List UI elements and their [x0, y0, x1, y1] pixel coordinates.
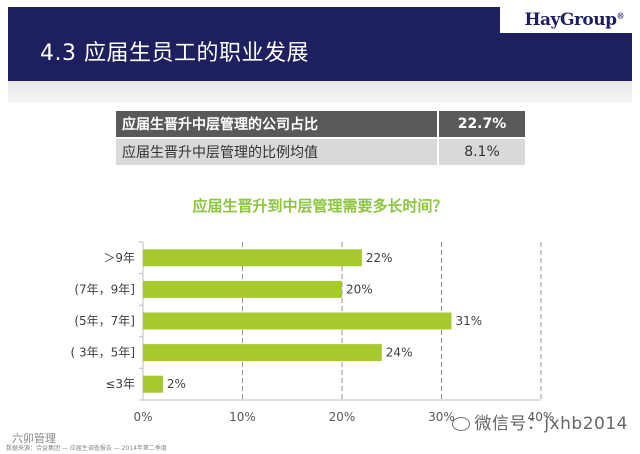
- bar-value-label: 31%: [455, 314, 482, 328]
- category-label: ≤3年: [105, 377, 135, 391]
- stats-row-average-ratio: 应届生晋升中层管理的比例均值 8.1%: [116, 137, 525, 165]
- wechat-watermark: 微信号：jxhb2014: [452, 409, 628, 434]
- page-title: 4.3 应届生员工的职业发展: [40, 41, 309, 66]
- category-label: (5年，7年]: [74, 314, 135, 328]
- header-shadow-band: [8, 81, 632, 103]
- stats-value: 8.1%: [437, 137, 525, 165]
- category-label: ( 3年，5年]: [71, 346, 135, 360]
- bar-value-label: 24%: [386, 346, 413, 360]
- stats-label: 应届生晋升中层管理的公司占比: [116, 111, 438, 138]
- chart-title: 应届生晋升到中层管理需要多长时间？: [192, 197, 448, 215]
- stats-row-company-share: 应届生晋升中层管理的公司占比 22.7%: [116, 111, 525, 138]
- category-label: (7年，9年]: [74, 282, 135, 296]
- x-tick-label: 30%: [428, 410, 455, 424]
- x-tick-label: 10%: [229, 410, 256, 424]
- header-banner: 4.3 应届生员工的职业发展 HayGroup®: [8, 7, 632, 81]
- stats-table: 应届生晋升中层管理的公司占比 22.7% 应届生晋升中层管理的比例均值 8.1%: [116, 111, 525, 165]
- bar: [143, 375, 163, 393]
- bar: [143, 344, 382, 362]
- bar: [143, 280, 342, 298]
- wechat-icon: [452, 417, 471, 431]
- logo-container: HayGroup®: [500, 7, 632, 33]
- category-label: ＞9年: [103, 251, 135, 265]
- stats-value: 22.7%: [437, 111, 525, 138]
- stats-label: 应届生晋升中层管理的比例均值: [116, 137, 438, 165]
- x-tick-label: 40%: [528, 410, 555, 424]
- source-logo: 六卯管理: [12, 432, 56, 445]
- bar: [143, 249, 362, 267]
- x-tick-label: 20%: [329, 410, 356, 424]
- bar: [143, 312, 452, 330]
- source-note: 数据来源：合益集团 — 应届生调查报告 — 2014年第二季度: [6, 445, 167, 452]
- haygroup-logo: HayGroup®: [524, 10, 624, 30]
- bar-value-label: 2%: [167, 377, 186, 391]
- bar-value-label: 20%: [346, 282, 373, 296]
- bar-value-label: 22%: [366, 251, 393, 265]
- x-tick-label: 0%: [133, 410, 152, 424]
